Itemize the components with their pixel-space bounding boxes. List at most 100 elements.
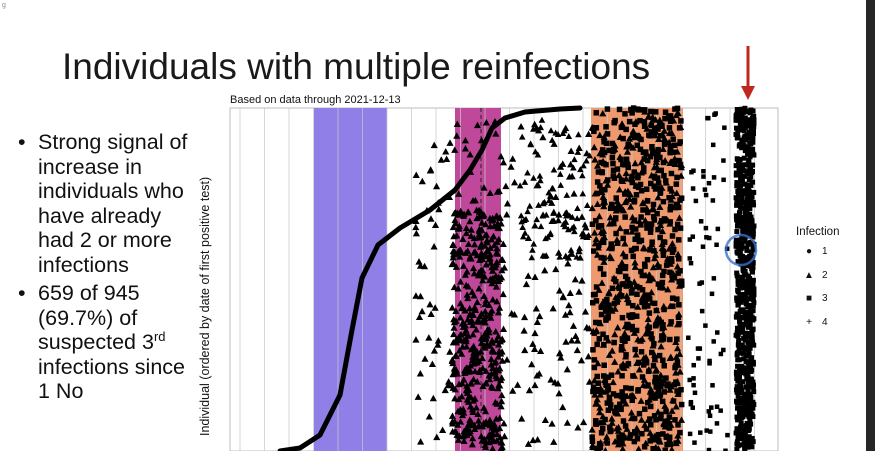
- triangle-marker: [673, 263, 682, 270]
- square-marker: [602, 416, 608, 423]
- square-marker: [591, 364, 598, 371]
- square-marker: [630, 302, 636, 309]
- triangle-marker: [460, 376, 468, 383]
- square-marker: [747, 110, 753, 116]
- triangle-marker: [631, 263, 639, 270]
- square-marker: [653, 416, 659, 423]
- square-marker: [742, 293, 748, 299]
- triangle-marker: [464, 294, 472, 302]
- square-marker: [606, 394, 613, 401]
- triangle-marker: [674, 320, 682, 328]
- square-marker: [750, 228, 756, 234]
- square-marker: [652, 379, 658, 385]
- triangle-marker: [591, 391, 599, 398]
- square-marker: [622, 111, 628, 117]
- triangle-marker: [675, 282, 684, 289]
- square-marker: [648, 108, 654, 115]
- square-marker: [596, 242, 602, 249]
- square-marker: [624, 335, 631, 341]
- square-marker: [653, 307, 660, 314]
- square-marker: [675, 314, 682, 321]
- square-marker: [741, 429, 747, 435]
- square-marker: [739, 274, 745, 280]
- triangle-marker: [673, 189, 681, 197]
- triangle-marker: [547, 229, 554, 236]
- triangle-marker: [460, 262, 468, 269]
- square-marker: [652, 395, 658, 401]
- triangle-marker: [494, 384, 502, 392]
- square-marker: [618, 293, 625, 299]
- square-marker: [746, 201, 752, 207]
- triangle-marker: [435, 205, 443, 213]
- square-marker: [735, 378, 741, 384]
- square-marker: [595, 448, 602, 451]
- square-marker: [704, 235, 709, 240]
- square-marker: [749, 296, 755, 302]
- triangle-marker: [545, 197, 553, 204]
- square-marker: [738, 246, 744, 252]
- square-marker: [746, 134, 752, 140]
- triangle-marker: [647, 120, 655, 127]
- square-marker: [613, 392, 620, 399]
- square-marker: [613, 230, 619, 237]
- square-marker: [688, 260, 694, 266]
- triangle-marker: [554, 379, 562, 387]
- square-marker: [747, 206, 753, 212]
- triangle-marker: [605, 351, 614, 358]
- square-marker: [618, 124, 625, 131]
- square-marker: [747, 364, 753, 370]
- triangle-marker: [460, 437, 468, 445]
- square-marker: [622, 273, 629, 280]
- triangle-marker: [633, 359, 641, 367]
- square-marker: [609, 201, 615, 208]
- triangle-marker: [503, 210, 511, 218]
- square-marker: [604, 106, 611, 112]
- triangle-marker: [509, 387, 517, 394]
- square-marker: [750, 151, 756, 157]
- triangle-marker: [415, 313, 424, 321]
- triangle-marker: [519, 233, 527, 240]
- square-marker: [609, 154, 616, 161]
- square-marker: [661, 141, 668, 147]
- square-marker: [741, 356, 747, 362]
- triangle-marker: [483, 236, 491, 244]
- square-marker: [747, 171, 753, 177]
- square-marker: [648, 180, 654, 187]
- square-marker: [660, 322, 666, 328]
- triangle-marker: [497, 402, 505, 410]
- triangle-marker: [626, 321, 634, 329]
- square-marker: [743, 359, 749, 365]
- triangle-marker: [604, 181, 612, 188]
- square-marker: [723, 448, 728, 451]
- triangle-marker: [630, 329, 638, 336]
- triangle-marker: [603, 433, 611, 440]
- square-marker: [640, 207, 646, 213]
- square-marker: [750, 244, 756, 250]
- triangle-marker: [484, 247, 492, 254]
- square-marker: [662, 109, 669, 115]
- triangle-marker: [592, 235, 600, 243]
- triangle-marker: [491, 118, 499, 125]
- square-marker: [737, 321, 743, 327]
- triangle-marker: [661, 402, 669, 409]
- square-marker: [639, 430, 645, 437]
- square-marker: [734, 414, 740, 420]
- square-marker: [627, 432, 634, 438]
- triangle-marker: [606, 213, 614, 221]
- triangle-marker: [609, 378, 617, 386]
- triangle-marker: [524, 208, 531, 215]
- square-marker: [646, 324, 653, 331]
- square-marker: [748, 141, 754, 147]
- square-marker: [746, 304, 752, 310]
- square-marker: [601, 362, 607, 368]
- square-marker: [647, 277, 653, 283]
- square-marker: [742, 412, 748, 418]
- square-marker: [670, 158, 676, 165]
- triangle-marker: [547, 376, 555, 383]
- square-marker: [709, 291, 715, 297]
- triangle-marker: [531, 329, 539, 337]
- square-marker: [746, 351, 752, 357]
- square-marker: [744, 263, 750, 269]
- triangle-marker: [497, 397, 506, 405]
- triangle-marker: [555, 211, 563, 218]
